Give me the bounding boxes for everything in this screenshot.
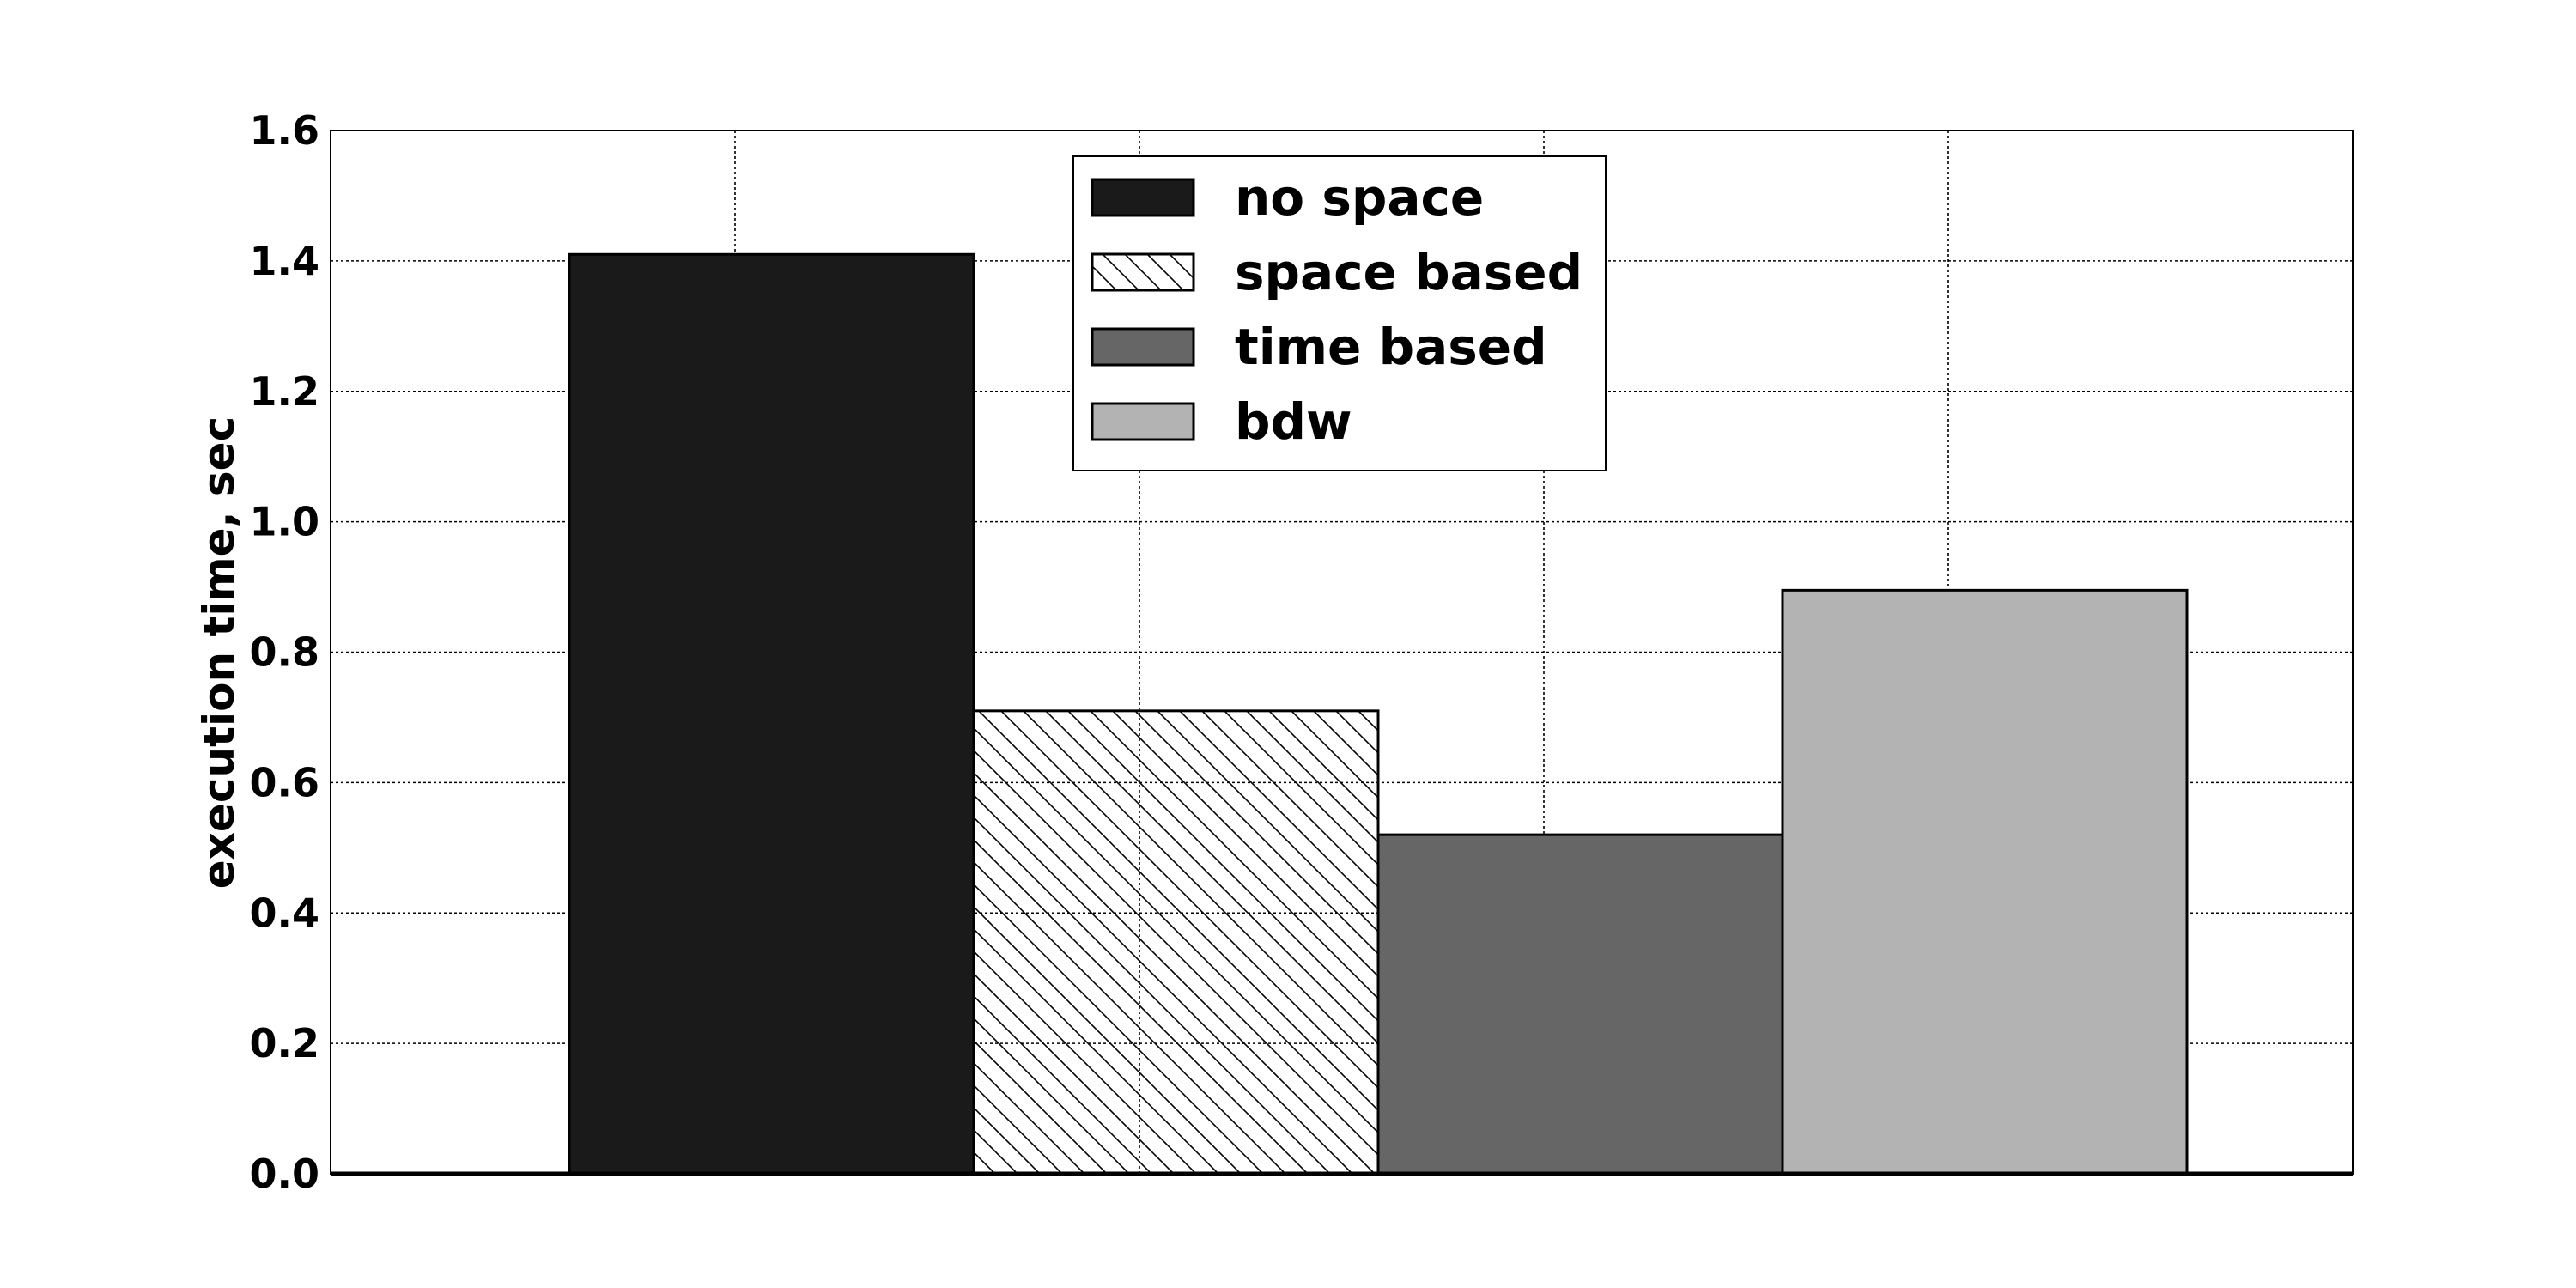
y-tick-label: 0.2 [250, 1020, 320, 1066]
legend: no space space based time based bdw [1072, 155, 1607, 471]
y-tick-label: 0.8 [250, 629, 320, 676]
legend-label-bdw: bdw [1235, 392, 1352, 451]
bar-time-based [1376, 833, 1784, 1176]
legend-swatch-space-based [1091, 252, 1195, 292]
y-axis-ticks: 0.0 0.2 0.4 0.6 0.8 1.0 1.2 1.4 1.6 [250, 107, 320, 1197]
y-tick-label: 1.2 [250, 368, 320, 415]
y-tick-label: 1.0 [250, 499, 320, 545]
y-tick-label: 0.6 [250, 759, 320, 805]
legend-label-space-based: space based [1235, 243, 1583, 301]
legend-swatch-bdw [1091, 402, 1195, 441]
y-tick-label: 1.6 [250, 107, 320, 154]
y-tick-label: 0.0 [250, 1151, 320, 1197]
bar-no-space [568, 252, 975, 1176]
legend-swatch-time-based [1091, 327, 1195, 367]
legend-label-no-space: no space [1235, 168, 1484, 227]
legend-swatch-no-space [1091, 178, 1195, 217]
bar-bdw [1781, 588, 2189, 1176]
legend-label-time-based: time based [1235, 318, 1547, 376]
y-tick-label: 1.4 [250, 238, 320, 284]
bars [568, 252, 2189, 1176]
bar-space-based [972, 709, 1380, 1176]
y-tick-label: 0.4 [250, 890, 320, 936]
y-axis-label: execution time, sec [194, 416, 244, 889]
